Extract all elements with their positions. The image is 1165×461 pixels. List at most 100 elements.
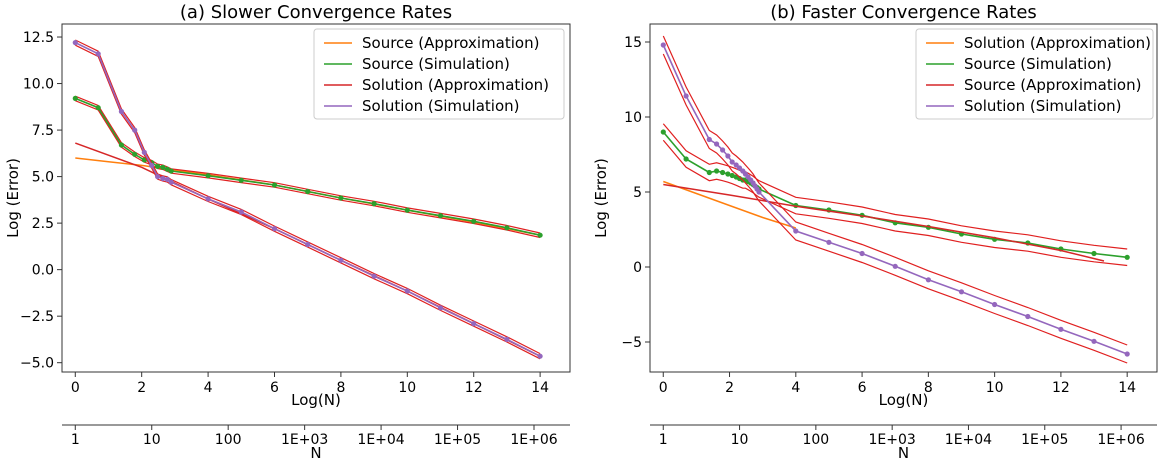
data-point [404, 288, 410, 294]
data-point [132, 151, 138, 157]
x-tick-label: 4 [204, 380, 213, 396]
data-point [537, 232, 543, 238]
x-tick-label: 2 [725, 380, 734, 396]
data-point [683, 156, 689, 162]
legend-entry: Solution (Approximation) [964, 34, 1151, 52]
legend: Solution (Approximation) Source (Simulati… [915, 28, 1154, 120]
y-tick-label: 7.5 [32, 123, 54, 139]
data-point [205, 173, 211, 179]
legend: Source (Approximation) Source (Simulation… [313, 28, 565, 120]
series-3 [660, 35, 1130, 364]
data-point [859, 250, 865, 257]
secondary-x-tick-label: 1E+03 [869, 432, 916, 448]
y-tick-label: 10 [624, 110, 642, 126]
data-point [958, 289, 965, 295]
y-tick-label: 5.0 [32, 170, 54, 186]
x-tick-label: 10 [986, 380, 1004, 396]
panel-b: (b) Faster Convergence Rates Log(N) Log … [592, 2, 1158, 461]
x-tick-label: 6 [270, 380, 279, 396]
data-layer [660, 35, 1130, 364]
data-point [305, 188, 311, 195]
panel-a: (a) Slower Convergence Rates Log(N) Log … [4, 2, 571, 461]
data-point [1124, 351, 1130, 357]
secondary-x-tick-label: 100 [215, 432, 242, 448]
data-point [706, 136, 712, 143]
band-upper-line [662, 35, 1128, 346]
x-tick-label: 8 [924, 380, 933, 396]
data-point [1124, 254, 1130, 260]
data-point [1025, 313, 1031, 320]
data-point [95, 105, 101, 111]
data-point [271, 226, 278, 232]
data-point [155, 174, 161, 180]
data-point [733, 162, 739, 168]
secondary-x-tick-label: 100 [802, 432, 829, 448]
data-point [164, 166, 170, 172]
y-tick-label: 2.5 [32, 216, 54, 232]
data-point [338, 257, 344, 263]
data-point [725, 171, 731, 177]
data-point [714, 168, 720, 174]
secondary-x-tick-label: 10 [143, 432, 161, 448]
data-point [338, 195, 344, 201]
x-axis-label: Log(N) [291, 391, 341, 409]
x-tick-label: 10 [398, 380, 416, 396]
data-point [238, 209, 244, 215]
secondary-x-tick-label: 1E+03 [281, 432, 328, 448]
data-point [793, 228, 799, 234]
data-point [371, 273, 377, 279]
data-point [537, 353, 543, 359]
x-tick-label: 4 [791, 380, 800, 396]
legend-entry: Solution (Simulation) [362, 97, 519, 115]
data-point [164, 176, 170, 182]
x-tick-label: 14 [1118, 380, 1136, 396]
data-point [471, 218, 477, 224]
data-point [892, 263, 898, 269]
data-point [437, 305, 444, 311]
legend-entry: Source (Approximation) [964, 76, 1141, 94]
data-point [683, 93, 689, 99]
data-point [168, 179, 174, 185]
data-point [160, 164, 166, 170]
secondary-x-tick-label: 10 [731, 432, 749, 448]
series-1 [72, 95, 543, 239]
x-tick-label: 12 [465, 380, 483, 396]
legend-entry: Source (Approximation) [362, 34, 539, 52]
data-point [160, 175, 166, 182]
data-point [660, 42, 666, 48]
data-layer [72, 39, 543, 360]
data-point [736, 165, 743, 171]
y-tick-label: 10.0 [23, 77, 54, 93]
data-point [992, 301, 998, 308]
data-point [118, 142, 124, 148]
data-point [720, 169, 726, 176]
secondary-x-tick-label: 1E+05 [1021, 432, 1068, 448]
data-point [141, 157, 147, 163]
y-tick-label: −5 [621, 335, 642, 351]
data-point [95, 51, 101, 57]
data-point [238, 177, 244, 183]
data-point [706, 169, 712, 176]
data-point [205, 196, 211, 202]
data-point [371, 201, 377, 207]
secondary-x-axis-label: N [898, 444, 909, 461]
data-point [1091, 338, 1097, 344]
legend-entry: Solution (Simulation) [964, 97, 1121, 115]
secondary-x-tick-label: 1E+04 [945, 432, 992, 448]
series-line [663, 183, 1105, 262]
legend-entry: Solution (Approximation) [362, 76, 549, 94]
secondary-x-tick-label: 1E+06 [1097, 432, 1144, 448]
data-point [132, 127, 138, 133]
data-point [725, 153, 731, 159]
data-point [155, 163, 161, 169]
series-2 [663, 183, 1105, 262]
secondary-x-tick-label: 1 [71, 432, 80, 448]
data-point [720, 147, 726, 153]
data-point [168, 168, 174, 174]
y-tick-label: 5 [633, 185, 642, 201]
band-lower-line [75, 44, 541, 360]
data-point [141, 149, 147, 155]
y-tick-label: 0.0 [32, 263, 54, 279]
x-tick-label: 8 [336, 380, 345, 396]
